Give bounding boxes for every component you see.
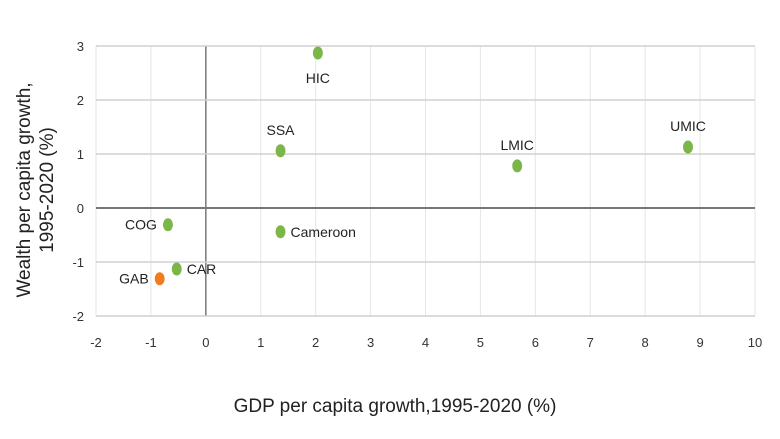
- y-tick-label: -2: [72, 309, 84, 324]
- x-tick-label: 7: [587, 335, 594, 350]
- x-axis-label: GDP per capita growth,1995-2020 (%): [234, 396, 557, 417]
- x-tick-label: 5: [477, 335, 484, 350]
- x-tick-label: 0: [202, 335, 209, 350]
- point-label: UMIC: [670, 118, 706, 134]
- y-tick-label: 0: [77, 201, 84, 216]
- point-hic: [312, 46, 323, 60]
- point-label: SSA: [267, 122, 296, 138]
- point-lmic: [512, 159, 523, 173]
- point-gab: [154, 272, 165, 286]
- point-car: [171, 262, 182, 276]
- x-tick-label: 1: [257, 335, 264, 350]
- point-label: HIC: [306, 70, 330, 86]
- point-label: LMIC: [500, 137, 533, 153]
- point-cog: [162, 218, 173, 232]
- x-tick-label: -2: [90, 335, 102, 350]
- point-label: GAB: [119, 271, 149, 287]
- y-tick-label: 3: [77, 39, 84, 54]
- x-tick-label: 6: [532, 335, 539, 350]
- y-axis-label-line1: Wealth per capita growth,: [14, 82, 35, 297]
- x-tick-label: 4: [422, 335, 429, 350]
- x-tick-label: 2: [312, 335, 319, 350]
- point-umic: [683, 140, 694, 154]
- x-tick-label: 8: [642, 335, 649, 350]
- x-tick-label: 10: [748, 335, 762, 350]
- point-label: Cameroon: [291, 224, 356, 240]
- point-label: CAR: [187, 261, 217, 277]
- x-tick-label: -1: [145, 335, 157, 350]
- point-label: COG: [125, 217, 157, 233]
- y-tick-label: -1: [72, 255, 84, 270]
- data-points: HIC SSA LMIC UMIC COG Cameroon CAR GAB: [119, 46, 706, 287]
- y-axis-label-line2: 1995-2020 (%): [37, 127, 58, 253]
- y-tick-label: 2: [77, 93, 84, 108]
- y-tick-label: 1: [77, 147, 84, 162]
- point-ssa: [275, 144, 286, 158]
- grid: [95, 45, 756, 317]
- x-tick-label: 3: [367, 335, 374, 350]
- x-tick-label: 9: [696, 335, 703, 350]
- point-cameroon: [275, 225, 286, 239]
